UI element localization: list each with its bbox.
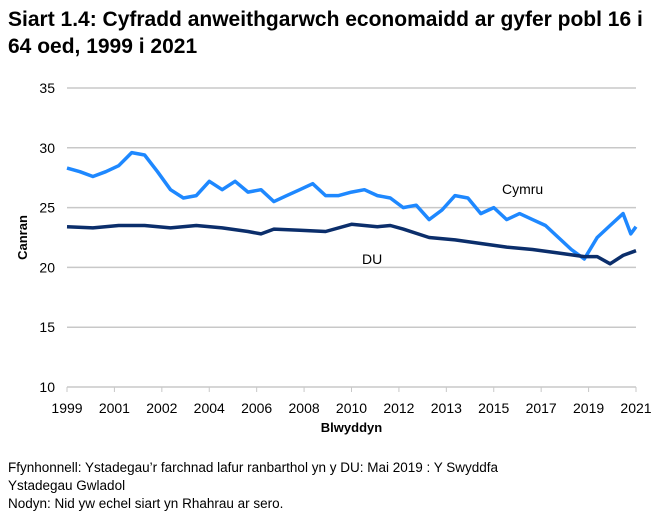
chart-title: Siart 1.4: Cyfradd anweithgarwch economa… — [8, 8, 643, 58]
x-tick-label: 2013 — [431, 400, 462, 416]
x-tick-label: 2019 — [573, 400, 604, 416]
x-tick-label: 2002 — [146, 400, 177, 416]
x-tick-label: 2008 — [289, 400, 320, 416]
y-tick-label: 20 — [39, 259, 55, 275]
y-tick-label: 15 — [39, 319, 55, 335]
series-line-cymru — [66, 150, 638, 261]
series-label-du: DU — [362, 251, 382, 267]
x-tick-label: 2017 — [526, 400, 557, 416]
series-line-du — [66, 222, 637, 266]
x-tick-label: 2021 — [620, 400, 651, 416]
x-tick-label: 2001 — [99, 400, 130, 416]
y-tick-label: 30 — [39, 140, 55, 156]
x-tick-label: 2010 — [336, 400, 367, 416]
y-tick-label: 35 — [39, 80, 55, 96]
y-axis-label: Canran — [15, 215, 30, 260]
x-tick-label: 2006 — [241, 400, 272, 416]
x-tick-label: 1999 — [51, 400, 82, 416]
line-chart: 10 15 20 25 30 35 1999 2001 2002 2004 2006 2008 2010… — [15, 80, 652, 435]
y-tick-label: 10 — [39, 379, 55, 395]
series-label-cymru: Cymru — [502, 181, 543, 197]
x-tick-label: 2004 — [194, 400, 225, 416]
y-tick-label: 25 — [39, 200, 55, 216]
x-axis-label: Blwyddyn — [321, 420, 382, 435]
source-note: Ffynhonnell: Ystadegau’r farchnad lafur … — [8, 460, 499, 493]
axis-note: Nodyn: Nid yw echel siart yn Rhahrau ar … — [8, 496, 284, 511]
x-tick-label: 2015 — [478, 400, 509, 416]
x-tick-label: 2012 — [383, 400, 414, 416]
